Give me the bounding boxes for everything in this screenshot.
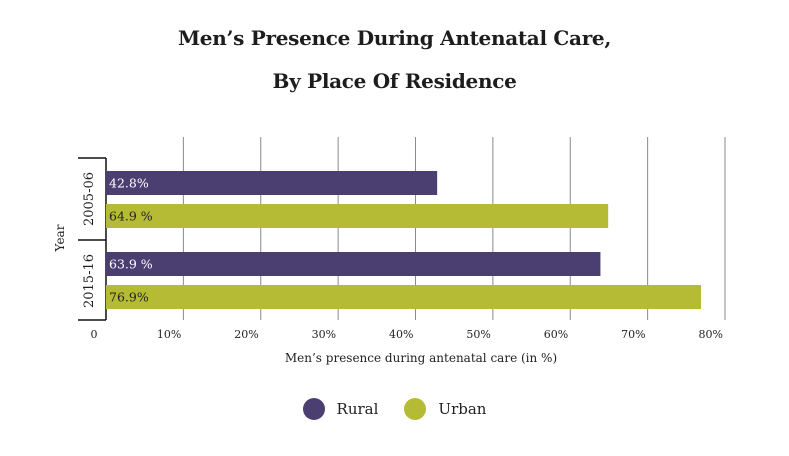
chart-subtitle: By Place Of Residence [272,69,517,93]
data-label-urban-2015-16: 76.9% [109,290,149,305]
y-category-label-2005-06: 2005-06 [82,172,97,226]
bar-urban-2005-06 [106,204,609,228]
x-tick-label-10: 10% [157,328,181,341]
x-tick-label-80: 80% [699,328,723,341]
data-label-rural-2015-16: 63.9 % [109,257,153,272]
legend-swatch-urban [404,398,427,420]
bar-rural-2005-06 [106,171,438,195]
x-tick-label-50: 50% [466,328,490,341]
x-axis-title: Men’s presence during antenatal care (in… [285,351,557,365]
bar-rural-2015-16 [106,252,601,276]
data-label-rural-2005-06: 42.8% [109,176,149,191]
x-tick-label-30: 30% [312,328,336,341]
data-label-urban-2005-06: 64.9 % [109,209,153,224]
x-tick-label-70: 70% [621,328,645,341]
chart-title: Men’s Presence During Antenatal Care, [177,26,612,50]
x-tick-label-60: 60% [544,328,568,341]
legend-swatch-rural [302,398,325,420]
legend: Rural Urban [0,398,789,420]
legend-label-urban: Urban [438,400,487,418]
legend-label-rural: Rural [336,400,379,418]
x-tick-label-0: 0 [91,328,98,341]
x-tick-label-20: 20% [234,328,258,341]
legend-item-urban: Urban [404,398,486,420]
y-axis-title: Year [53,224,67,252]
x-tick-label-40: 40% [389,328,413,341]
bar-urban-2015-16 [106,285,702,309]
legend-item-rural: Rural [302,398,379,420]
y-category-label-2015-16: 2015-16 [82,254,97,308]
